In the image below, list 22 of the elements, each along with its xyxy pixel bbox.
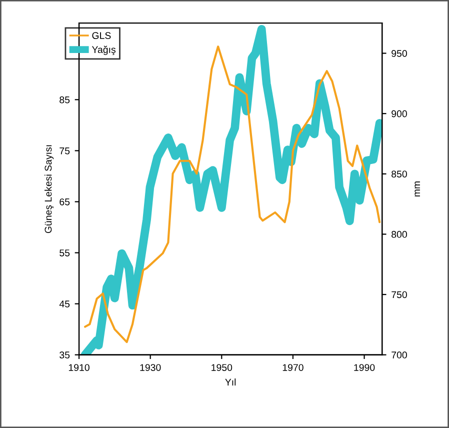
- x-tick-label: 1930: [140, 364, 161, 371]
- y2-tick-label: 700: [392, 352, 407, 358]
- y-tick-label: 45: [59, 300, 70, 308]
- x-axis-title: Yıl: [225, 378, 236, 386]
- y2-tick-label: 800: [392, 230, 407, 238]
- y2-tick-label: 950: [392, 50, 407, 57]
- y-tick-label: 65: [60, 198, 70, 206]
- x-tick-label: 1970: [282, 364, 304, 371]
- y-tick-label: 55: [60, 250, 70, 256]
- y-tick-label: 75: [60, 148, 70, 154]
- legend-label: Yağış: [92, 46, 116, 56]
- x-tick-label: 1910: [68, 364, 90, 371]
- x-tick-label: 1950: [212, 364, 232, 371]
- y2-axis-title: mm: [414, 182, 420, 196]
- x-tick-label: 1990: [354, 364, 375, 371]
- y2-tick-label: 850: [392, 170, 407, 178]
- y-tick-label: 85: [60, 96, 70, 104]
- y2-tick-label: 750: [392, 291, 407, 298]
- y-tick-label: 35: [60, 352, 70, 358]
- legend-label: GLS: [92, 32, 111, 40]
- y-axis-title: Güneş Lekesi Sayısı: [44, 145, 54, 234]
- y2-tick-label: 900: [392, 110, 407, 118]
